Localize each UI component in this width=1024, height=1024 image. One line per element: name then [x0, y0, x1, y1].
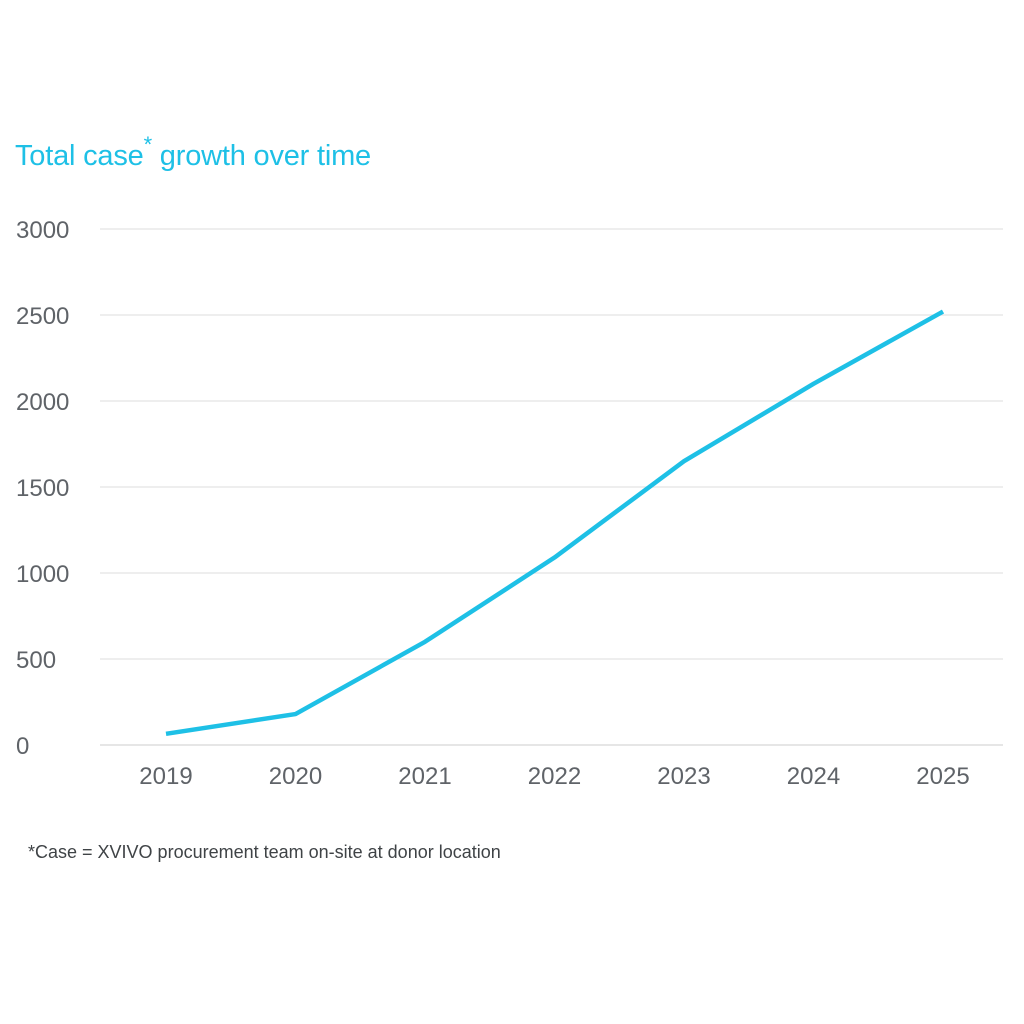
chart-title: Total case* growth over time: [15, 134, 371, 173]
series-layer: [165, 309, 945, 737]
y-tick-label: 2000: [16, 389, 69, 416]
chart-title-rest: growth over time: [151, 140, 371, 172]
y-tick-label: 1000: [16, 561, 69, 588]
y-tick-label: 2500: [16, 303, 69, 330]
series-line: [165, 309, 945, 737]
footnote: *Case = XVIVO procurement team on-site a…: [28, 842, 501, 862]
y-axis-ticks: 0 500 1000 1500 2000 2500 3000: [16, 217, 69, 760]
x-tick-label: 2020: [269, 763, 322, 790]
y-tick-label: 0: [16, 733, 29, 760]
x-tick-label: 2022: [528, 763, 581, 790]
chart-title-main: Total case: [15, 140, 144, 172]
x-tick-label: 2025: [916, 763, 969, 790]
y-tick-label: 500: [16, 647, 56, 674]
x-axis-ticks: 2019 2020 2021 2022 2023 2024 2025: [139, 763, 969, 790]
x-tick-label: 2021: [398, 763, 451, 790]
gridlines: [100, 228, 1003, 746]
chart-title-asterisk: *: [143, 132, 153, 158]
x-tick-label: 2023: [657, 763, 710, 790]
x-tick-label: 2019: [139, 763, 192, 790]
y-tick-label: 3000: [16, 217, 69, 244]
x-tick-label: 2024: [787, 763, 840, 790]
y-tick-label: 1500: [16, 475, 69, 502]
